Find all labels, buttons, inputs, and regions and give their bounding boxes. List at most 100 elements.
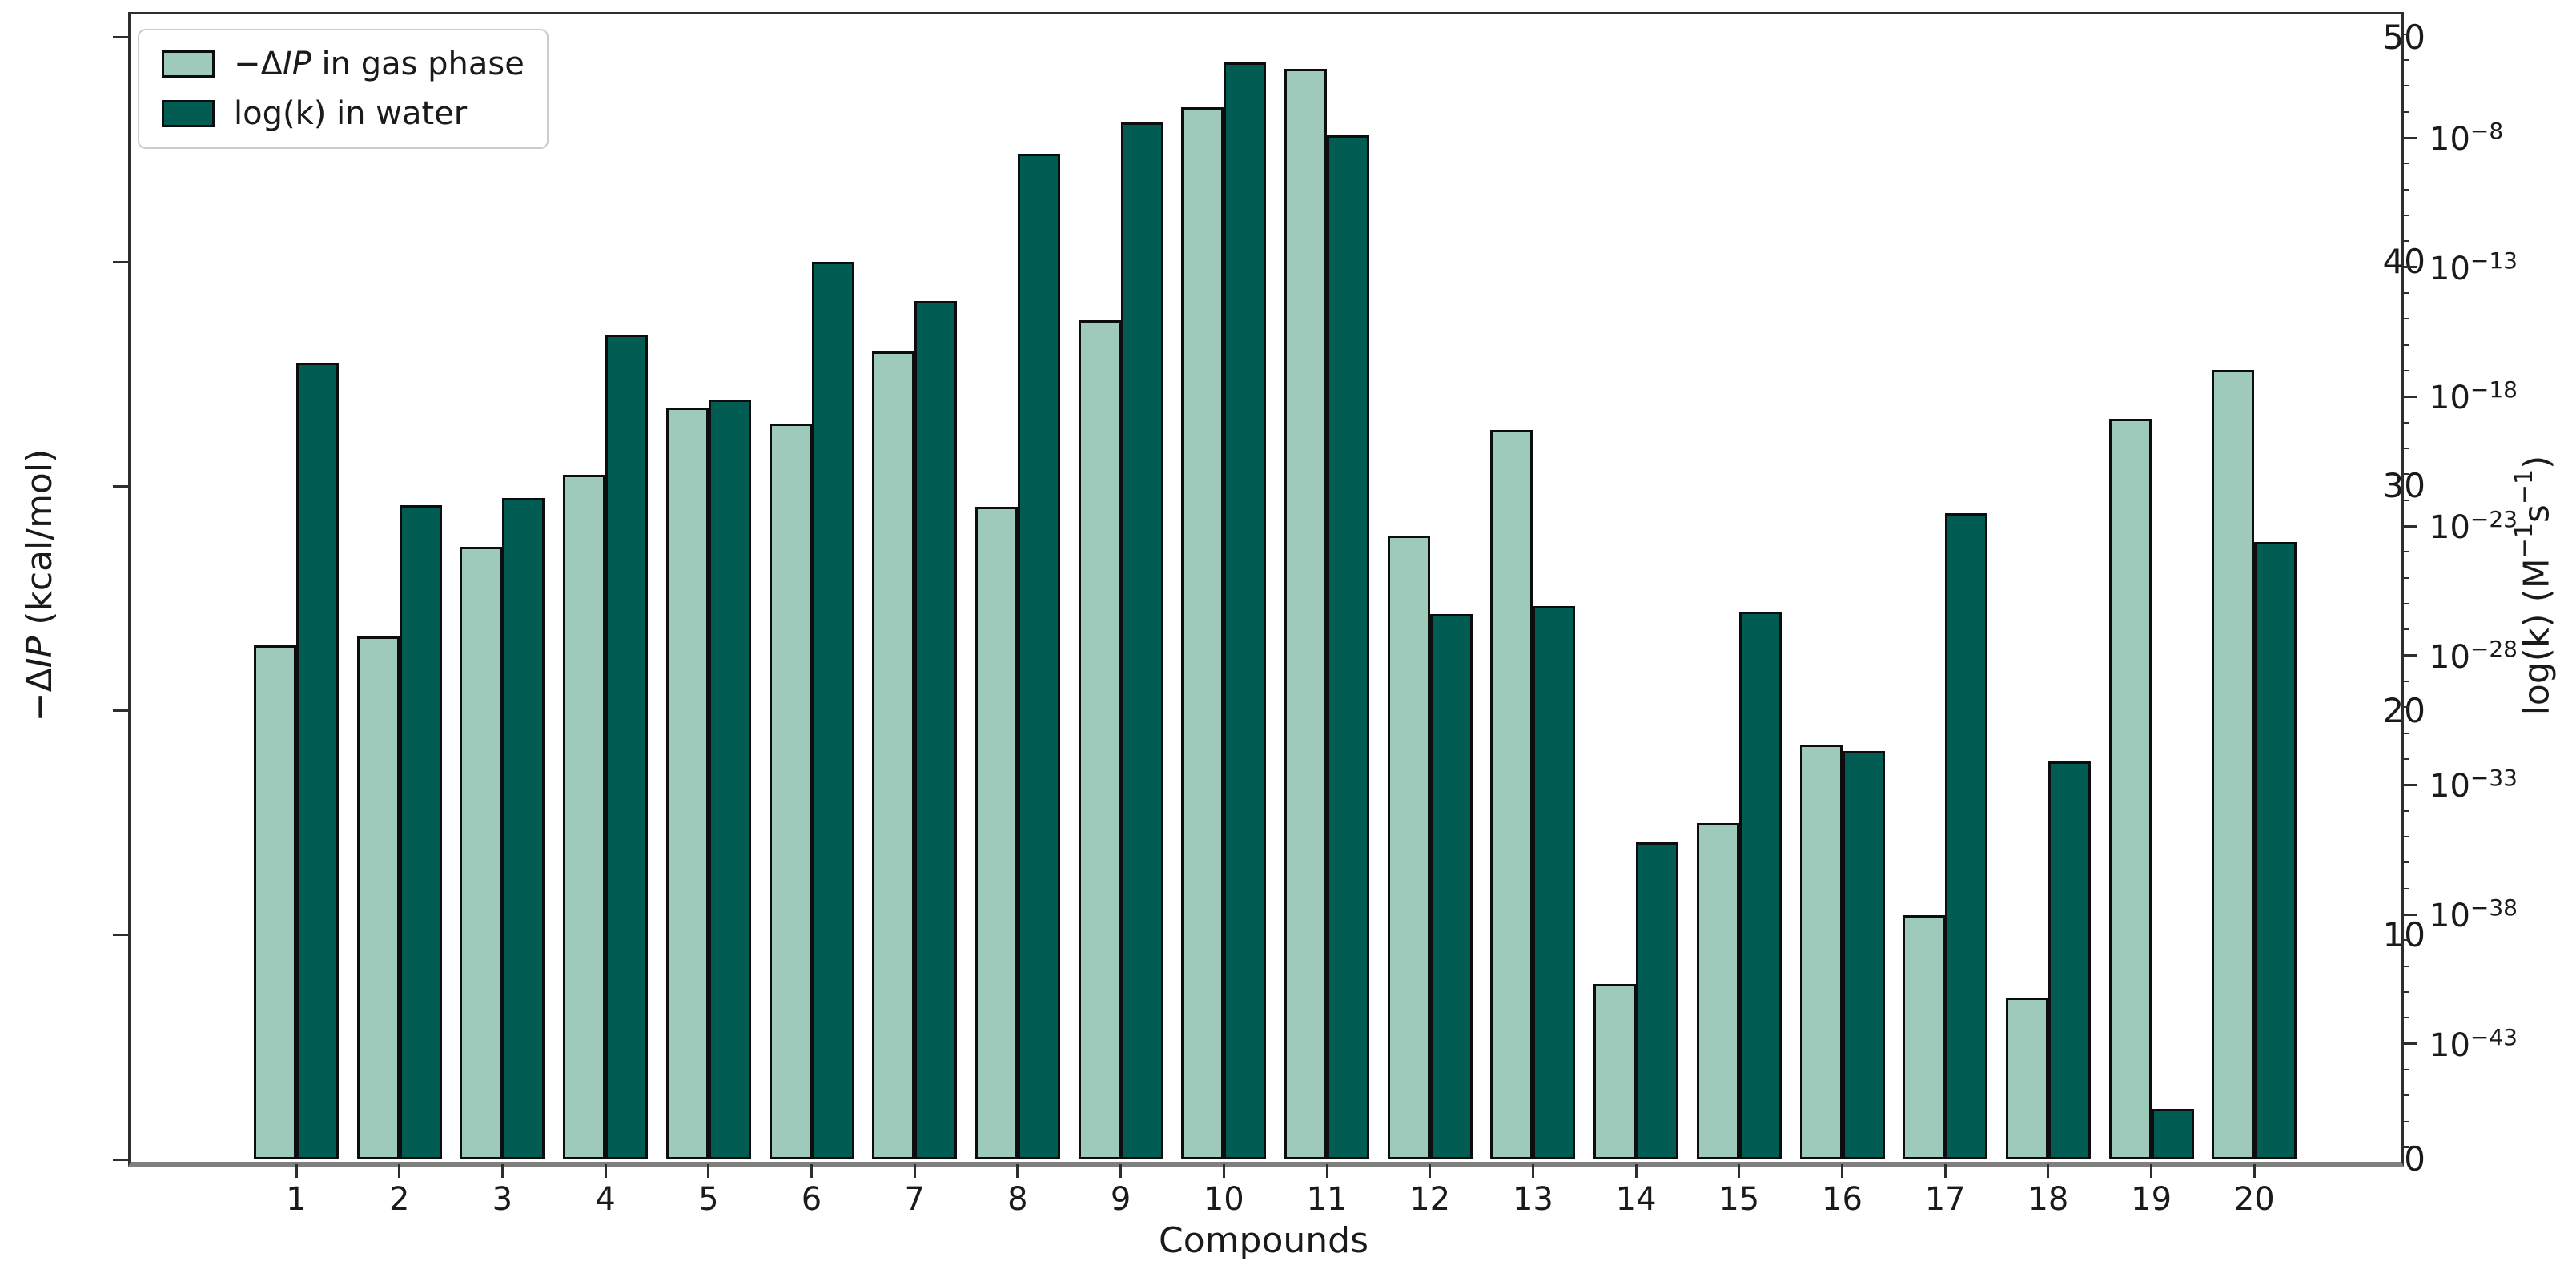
- bar-gas-phase-15: [1696, 822, 1739, 1159]
- y-axis-left-tick-label: 10: [2382, 914, 2425, 954]
- x-axis-tick: [1325, 1164, 1328, 1178]
- legend: −ΔIP in gas phase log(k) in water: [138, 29, 549, 149]
- bar-log-k-water-13: [1533, 606, 1576, 1159]
- bar-gas-phase-1: [254, 645, 296, 1159]
- x-axis-tick: [500, 1164, 504, 1178]
- x-axis-tick-label: 13: [1512, 1181, 1553, 1218]
- x-axis-tick: [398, 1164, 401, 1178]
- y-axis-left-tick: [113, 934, 128, 937]
- x-axis-tick-label: 15: [1718, 1181, 1760, 1218]
- x-axis-tick: [2252, 1164, 2256, 1178]
- y-axis-right-tick-label: 10−38: [2429, 893, 2518, 935]
- y-axis-right-minor-tick: [2401, 59, 2409, 62]
- y-axis-right-tick: [2401, 783, 2417, 786]
- bar-gas-phase-4: [563, 475, 606, 1159]
- y-axis-right-minor-tick: [2401, 603, 2409, 605]
- legend-entry-gas-phase: −ΔIP in gas phase: [162, 46, 524, 82]
- bar-log-k-water-18: [2048, 761, 2091, 1159]
- y-axis-right-tick-label: 10−33: [2429, 765, 2518, 805]
- bar-log-k-water-5: [708, 399, 751, 1159]
- bar-log-k-water-4: [605, 334, 649, 1159]
- y-axis-right-minor-tick: [2401, 292, 2409, 295]
- y-axis-left-tick: [113, 709, 128, 713]
- x-axis-tick: [1738, 1164, 1741, 1178]
- x-axis-tick: [2047, 1164, 2050, 1178]
- y-axis-right-minor-tick: [2401, 448, 2409, 450]
- bar-log-k-water-8: [1017, 153, 1060, 1159]
- y-axis-right-minor-tick: [2401, 965, 2409, 967]
- y-axis-right-tick-label: 10−13: [2429, 247, 2518, 287]
- y-axis-right-minor-tick: [2401, 706, 2409, 709]
- y-axis-right-tick: [2401, 1042, 2417, 1046]
- y-axis-right-minor-tick: [2401, 861, 2409, 864]
- bar-gas-phase-14: [1593, 984, 1637, 1159]
- y-axis-right-minor-tick: [2401, 1120, 2409, 1122]
- y-axis-left-tick-label: 20: [2382, 690, 2425, 730]
- bar-gas-phase-17: [1903, 914, 1946, 1159]
- y-axis-right-tick: [2401, 266, 2417, 269]
- y-axis-right-tick: [2401, 654, 2417, 657]
- x-axis-tick-label: 9: [1110, 1181, 1131, 1218]
- bar-gas-phase-8: [975, 506, 1018, 1159]
- y-axis-right-minor-tick: [2401, 421, 2409, 424]
- bar-gas-phase-2: [356, 636, 400, 1159]
- y-axis-right-tick-label: 10−23: [2429, 505, 2518, 547]
- x-axis-label: Compounds: [1159, 1220, 1368, 1261]
- x-axis-tick: [1531, 1164, 1534, 1178]
- y-axis-right-minor-tick: [2401, 33, 2409, 35]
- bar-gas-phase-3: [460, 547, 503, 1159]
- bar-log-k-water-1: [296, 363, 339, 1159]
- x-axis-tick-label: 2: [388, 1181, 410, 1218]
- y-axis-right-minor-tick: [2401, 551, 2409, 553]
- y-axis-label-left: −ΔIP (kcal/mol): [19, 448, 60, 722]
- bar-log-k-water-7: [914, 300, 958, 1159]
- y-axis-right-minor-tick: [2401, 836, 2409, 838]
- bar-log-k-water-16: [1842, 751, 1885, 1159]
- y-axis-left-tick-label: 40: [2382, 242, 2425, 282]
- y-axis-label-right: log(k) (M−1s−1): [2510, 455, 2558, 716]
- y-axis-right-minor-tick: [2401, 758, 2409, 761]
- x-axis-tick-label: 3: [492, 1181, 513, 1218]
- y-axis-right-minor-tick: [2401, 85, 2409, 87]
- bar-log-k-water-6: [811, 262, 854, 1159]
- x-axis-tick-label: 10: [1203, 1181, 1244, 1218]
- y-axis-right-minor-tick: [2401, 370, 2409, 372]
- bar-log-k-water-10: [1224, 62, 1267, 1159]
- bar-gas-phase-5: [665, 408, 709, 1159]
- legend-swatch-gas-phase: [162, 50, 215, 78]
- bar-log-k-water-14: [1636, 841, 1679, 1159]
- bar-log-k-water-11: [1327, 135, 1369, 1159]
- y-axis-right-tick-label: 10−8: [2429, 117, 2504, 159]
- y-axis-right-minor-tick: [2401, 809, 2409, 812]
- y-axis-right-minor-tick: [2401, 628, 2409, 631]
- legend-label-gas-phase: −ΔIP in gas phase: [234, 46, 524, 82]
- y-axis-right-minor-tick: [2401, 473, 2409, 476]
- x-axis-tick-label: 18: [2027, 1181, 2069, 1218]
- y-axis-right-minor-tick: [2401, 939, 2409, 942]
- bar-gas-phase-10: [1181, 106, 1224, 1159]
- x-axis-tick-label: 14: [1615, 1181, 1657, 1218]
- y-axis-right-minor-tick: [2401, 188, 2409, 191]
- legend-label-log-k-water: log(k) in water: [234, 95, 468, 132]
- y-axis-right-minor-tick: [2401, 1094, 2409, 1097]
- y-axis-right-minor-tick: [2401, 499, 2409, 501]
- y-axis-right-minor-tick: [2401, 163, 2409, 165]
- y-axis-left-tick: [113, 484, 128, 488]
- x-axis-tick-label: 1: [286, 1181, 307, 1218]
- y-axis-left-tick: [113, 1158, 128, 1161]
- bar-gas-phase-20: [2212, 369, 2255, 1159]
- y-axis-right-minor-tick: [2401, 1146, 2409, 1149]
- y-axis-right-tick-label: 10−43: [2429, 1023, 2518, 1064]
- bar-log-k-water-20: [2254, 541, 2297, 1159]
- y-axis-right-tick: [2401, 136, 2417, 139]
- y-axis-left-tick: [113, 36, 128, 39]
- bar-log-k-water-17: [1945, 512, 1988, 1159]
- x-axis-tick: [1222, 1164, 1225, 1178]
- legend-entry-log-k-water: log(k) in water: [162, 96, 524, 131]
- x-axis-tick: [1016, 1164, 1019, 1178]
- x-axis-tick-label: 12: [1409, 1181, 1451, 1218]
- x-axis-tick-label: 6: [801, 1181, 822, 1218]
- bar-gas-phase-19: [2108, 419, 2152, 1159]
- y-axis-left-tick-label: 50: [2382, 17, 2425, 57]
